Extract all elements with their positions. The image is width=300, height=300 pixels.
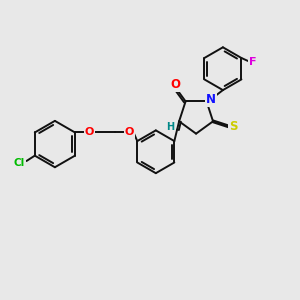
Text: Cl: Cl bbox=[14, 158, 25, 168]
Text: O: O bbox=[85, 128, 94, 137]
Text: O: O bbox=[125, 128, 134, 137]
Text: N: N bbox=[206, 93, 216, 106]
Text: F: F bbox=[249, 58, 256, 68]
Text: O: O bbox=[170, 78, 180, 91]
Text: S: S bbox=[229, 120, 237, 133]
Text: H: H bbox=[167, 122, 175, 132]
